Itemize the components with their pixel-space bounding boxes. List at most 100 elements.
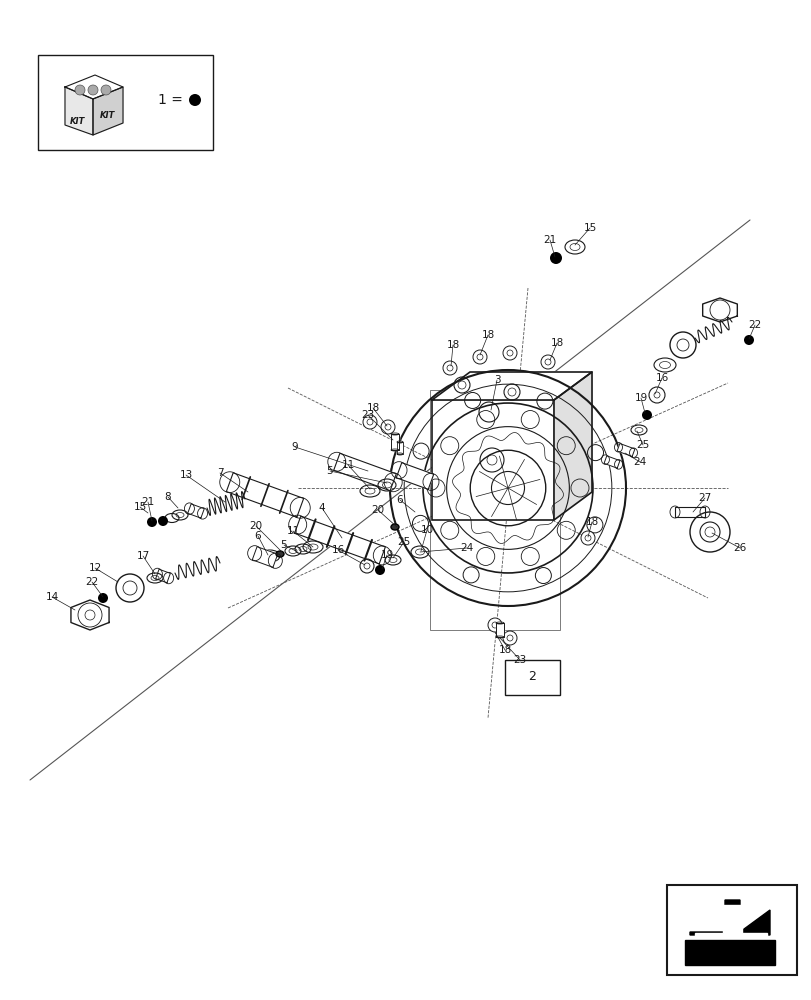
Circle shape (648, 387, 664, 403)
Text: 26: 26 (732, 543, 745, 553)
Polygon shape (71, 600, 109, 630)
Polygon shape (496, 623, 504, 637)
Text: 19: 19 (380, 550, 393, 560)
Text: 11: 11 (286, 526, 299, 536)
Text: 23: 23 (361, 410, 374, 420)
Text: 10: 10 (420, 525, 433, 535)
Text: 9: 9 (291, 442, 298, 452)
Circle shape (147, 517, 157, 527)
Circle shape (443, 361, 457, 375)
Text: 18: 18 (446, 340, 459, 350)
Circle shape (101, 85, 111, 95)
Circle shape (473, 350, 487, 364)
Polygon shape (252, 547, 277, 567)
Polygon shape (391, 434, 398, 450)
Text: 22: 22 (748, 320, 761, 330)
Polygon shape (553, 372, 591, 520)
Text: 18: 18 (366, 403, 380, 413)
Circle shape (88, 85, 98, 95)
Polygon shape (226, 473, 303, 517)
Text: 18: 18 (550, 338, 563, 348)
Bar (430, 390, 560, 630)
Text: 6: 6 (397, 495, 403, 505)
Circle shape (502, 346, 517, 360)
Circle shape (502, 631, 517, 645)
Text: 19: 19 (633, 393, 647, 403)
Text: 16: 16 (654, 373, 667, 383)
Circle shape (75, 85, 85, 95)
Circle shape (689, 512, 729, 552)
Text: 21: 21 (141, 497, 154, 507)
Polygon shape (684, 940, 774, 965)
Text: 5: 5 (326, 466, 333, 476)
Polygon shape (603, 456, 619, 468)
Circle shape (380, 420, 394, 434)
Polygon shape (397, 442, 402, 454)
Polygon shape (689, 900, 769, 935)
Circle shape (549, 252, 561, 264)
Polygon shape (674, 507, 704, 517)
Polygon shape (294, 516, 385, 564)
Polygon shape (702, 298, 736, 322)
Text: 21: 21 (543, 235, 556, 245)
Circle shape (743, 335, 753, 345)
Polygon shape (156, 569, 170, 583)
Text: 20: 20 (371, 505, 384, 515)
Text: 3: 3 (493, 375, 500, 385)
Polygon shape (616, 444, 634, 456)
Text: 16: 16 (331, 545, 344, 555)
Circle shape (581, 531, 594, 545)
Text: 4: 4 (318, 503, 325, 513)
Circle shape (116, 574, 144, 602)
Text: 25: 25 (397, 537, 410, 547)
Polygon shape (65, 75, 122, 99)
Polygon shape (694, 905, 766, 937)
Text: 17: 17 (136, 551, 149, 561)
Circle shape (669, 332, 695, 358)
Text: 5: 5 (281, 540, 287, 550)
Text: 8: 8 (165, 492, 171, 502)
Ellipse shape (391, 524, 398, 530)
Text: 24: 24 (633, 457, 646, 467)
Text: 20: 20 (249, 521, 262, 531)
Ellipse shape (276, 551, 284, 557)
Circle shape (98, 593, 108, 603)
Polygon shape (396, 463, 433, 489)
Bar (38, 55, 212, 150)
Text: 22: 22 (85, 577, 98, 587)
Text: 7: 7 (217, 468, 223, 478)
Text: KIT: KIT (71, 116, 86, 125)
Polygon shape (187, 504, 204, 518)
Text: 15: 15 (582, 223, 596, 233)
Polygon shape (65, 87, 93, 135)
Circle shape (487, 618, 501, 632)
Text: 25: 25 (636, 440, 649, 450)
Circle shape (359, 559, 374, 573)
Circle shape (158, 516, 168, 526)
Circle shape (642, 410, 651, 420)
Text: 18: 18 (498, 645, 511, 655)
Bar (431, 400, 553, 520)
Text: 24: 24 (460, 543, 473, 553)
Text: 23: 23 (513, 655, 526, 665)
Text: 18: 18 (585, 517, 598, 527)
Text: 27: 27 (697, 493, 710, 503)
Bar (504, 660, 560, 695)
Polygon shape (431, 372, 591, 400)
Text: 14: 14 (45, 592, 58, 602)
Bar (666, 885, 796, 975)
Text: 2: 2 (527, 670, 535, 684)
Text: 12: 12 (88, 563, 101, 573)
Polygon shape (333, 453, 396, 491)
Circle shape (189, 94, 201, 106)
Text: 1 =: 1 = (158, 93, 187, 107)
Text: 6: 6 (255, 531, 261, 541)
Circle shape (363, 415, 376, 429)
Circle shape (540, 355, 554, 369)
Text: 13: 13 (179, 470, 192, 480)
Polygon shape (93, 87, 122, 135)
Text: 15: 15 (133, 502, 147, 512)
Text: 11: 11 (341, 460, 354, 470)
Circle shape (375, 565, 384, 575)
Text: KIT: KIT (101, 110, 115, 119)
